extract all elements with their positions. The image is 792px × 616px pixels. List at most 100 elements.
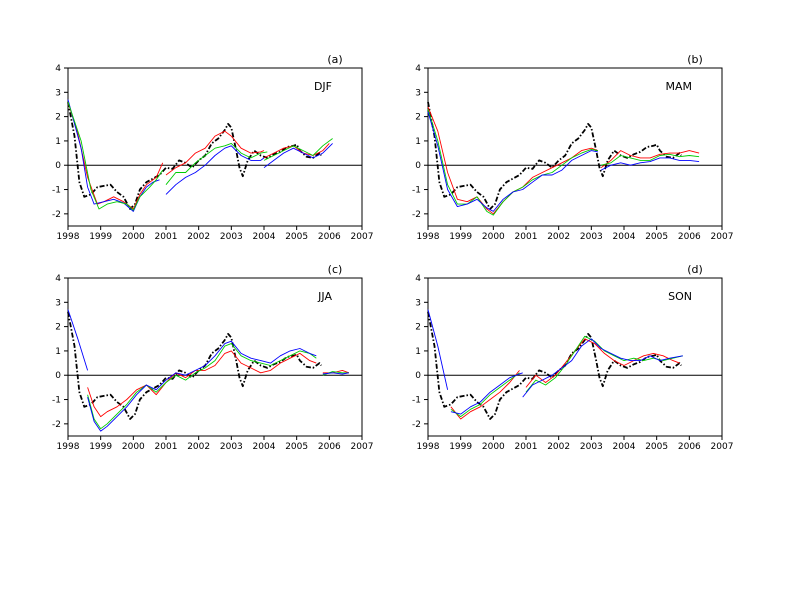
- season-label: SON: [668, 290, 692, 303]
- y-tick-label: -2: [52, 210, 61, 220]
- y-tick-label: -1: [52, 396, 61, 406]
- series-line-1: [427, 309, 449, 390]
- y-tick-label: 4: [415, 274, 421, 284]
- x-tick-label: 2006: [318, 442, 341, 452]
- y-tick-label: -1: [52, 186, 61, 196]
- y-tick-label: 3: [415, 88, 421, 98]
- x-tick-label: 2005: [645, 442, 668, 452]
- series-line-6: [165, 145, 265, 195]
- series-line-8: [263, 138, 333, 161]
- y-tick-label: 0: [415, 371, 421, 381]
- x-tick-label: 2001: [515, 442, 538, 452]
- x-tick-label: 2000: [482, 442, 505, 452]
- season-label: DJF: [314, 80, 332, 93]
- series-line-5: [600, 153, 700, 166]
- panel-label: (c): [328, 263, 343, 276]
- x-tick-label: 2003: [580, 232, 603, 242]
- x-tick-label: 2004: [253, 232, 276, 242]
- series-line-2: [67, 99, 160, 212]
- series-line-7: [522, 338, 683, 398]
- y-tick-label: 1: [55, 137, 61, 147]
- x-tick-label: 1999: [449, 232, 472, 242]
- y-tick-label: 1: [415, 347, 421, 357]
- series-line-6: [525, 335, 683, 393]
- series-line-3: [67, 101, 164, 211]
- x-tick-label: 1998: [417, 442, 440, 452]
- panel-1: 1998 1999 2000 2001 2002 2003 2004 2005 2006 2007…: [412, 53, 733, 242]
- y-tick-label: 0: [415, 161, 421, 171]
- x-tick-label: 1999: [89, 232, 112, 242]
- series-line-4: [87, 340, 317, 432]
- y-tick-label: 2: [55, 113, 61, 123]
- series-line-9: [263, 143, 333, 169]
- y-tick-label: 0: [55, 371, 61, 381]
- x-tick-label: 2005: [285, 232, 308, 242]
- series-line-5: [165, 142, 268, 185]
- x-tick-label: 2000: [482, 232, 505, 242]
- x-tick-label: 2001: [155, 232, 178, 242]
- x-tick-label: 2005: [285, 442, 308, 452]
- series-line-0: [67, 311, 322, 420]
- series-line-0: [67, 101, 322, 210]
- series-line-0: [427, 101, 682, 210]
- x-tick-label: 2003: [580, 442, 603, 452]
- series-line-5: [322, 369, 350, 374]
- series-line-2: [450, 370, 520, 420]
- x-tick-label: 2007: [351, 442, 374, 452]
- y-tick-label: 1: [415, 137, 421, 147]
- series-line-7: [322, 372, 349, 375]
- y-tick-label: 3: [415, 298, 421, 308]
- series-line-3: [87, 343, 317, 430]
- season-label: MAM: [665, 80, 692, 93]
- y-tick-label: 4: [55, 64, 61, 74]
- y-tick-label: -2: [52, 420, 61, 430]
- y-tick-label: 3: [55, 298, 61, 308]
- y-tick-label: 2: [55, 323, 61, 333]
- y-tick-label: 3: [55, 88, 61, 98]
- y-tick-label: 4: [55, 274, 61, 284]
- y-tick-label: -2: [412, 210, 421, 220]
- panel-2: 1998 1999 2000 2001 2002 2003 2004 2005 2006 2007…: [52, 263, 373, 452]
- y-tick-label: 2: [415, 323, 421, 333]
- series-line-6: [600, 157, 700, 171]
- x-tick-label: 2001: [515, 232, 538, 242]
- x-tick-label: 1998: [57, 442, 80, 452]
- x-tick-label: 2002: [187, 232, 210, 242]
- x-tick-label: 2006: [678, 442, 701, 452]
- series-line-3: [450, 372, 520, 418]
- y-tick-label: 2: [415, 113, 421, 123]
- panel-label: (b): [687, 53, 703, 66]
- series-line-3: [427, 111, 598, 212]
- series-line-5: [525, 338, 680, 388]
- x-tick-label: 2002: [547, 232, 570, 242]
- x-tick-label: 2004: [613, 442, 636, 452]
- x-tick-label: 2002: [547, 442, 570, 452]
- x-tick-label: 2006: [678, 232, 701, 242]
- series-line-4: [450, 372, 523, 415]
- panel-0: 1998 1999 2000 2001 2002 2003 2004 2005 2006 2007…: [52, 53, 373, 242]
- y-tick-label: -1: [412, 396, 421, 406]
- x-tick-label: 1999: [449, 442, 472, 452]
- x-tick-label: 2007: [711, 442, 734, 452]
- panel-3: 1998 1999 2000 2001 2002 2003 2004 2005 2006 2007…: [412, 263, 733, 452]
- y-tick-label: 1: [55, 347, 61, 357]
- x-tick-label: 2004: [613, 232, 636, 242]
- series-line-4: [600, 150, 700, 169]
- plot-frame: [427, 277, 723, 437]
- plot-frame: [67, 277, 363, 437]
- x-tick-label: 1999: [89, 442, 112, 452]
- y-tick-label: -2: [412, 420, 421, 430]
- series-line-4: [165, 130, 265, 176]
- x-tick-label: 1998: [417, 232, 440, 242]
- x-tick-label: 2007: [351, 232, 374, 242]
- x-tick-label: 1998: [57, 232, 80, 242]
- x-tick-label: 2006: [318, 232, 341, 242]
- plot-frame: [67, 67, 363, 227]
- series-line-0: [427, 311, 682, 420]
- x-tick-label: 2000: [122, 232, 145, 242]
- x-tick-label: 2002: [187, 442, 210, 452]
- x-tick-label: 2003: [220, 232, 243, 242]
- panel-label: (a): [327, 53, 342, 66]
